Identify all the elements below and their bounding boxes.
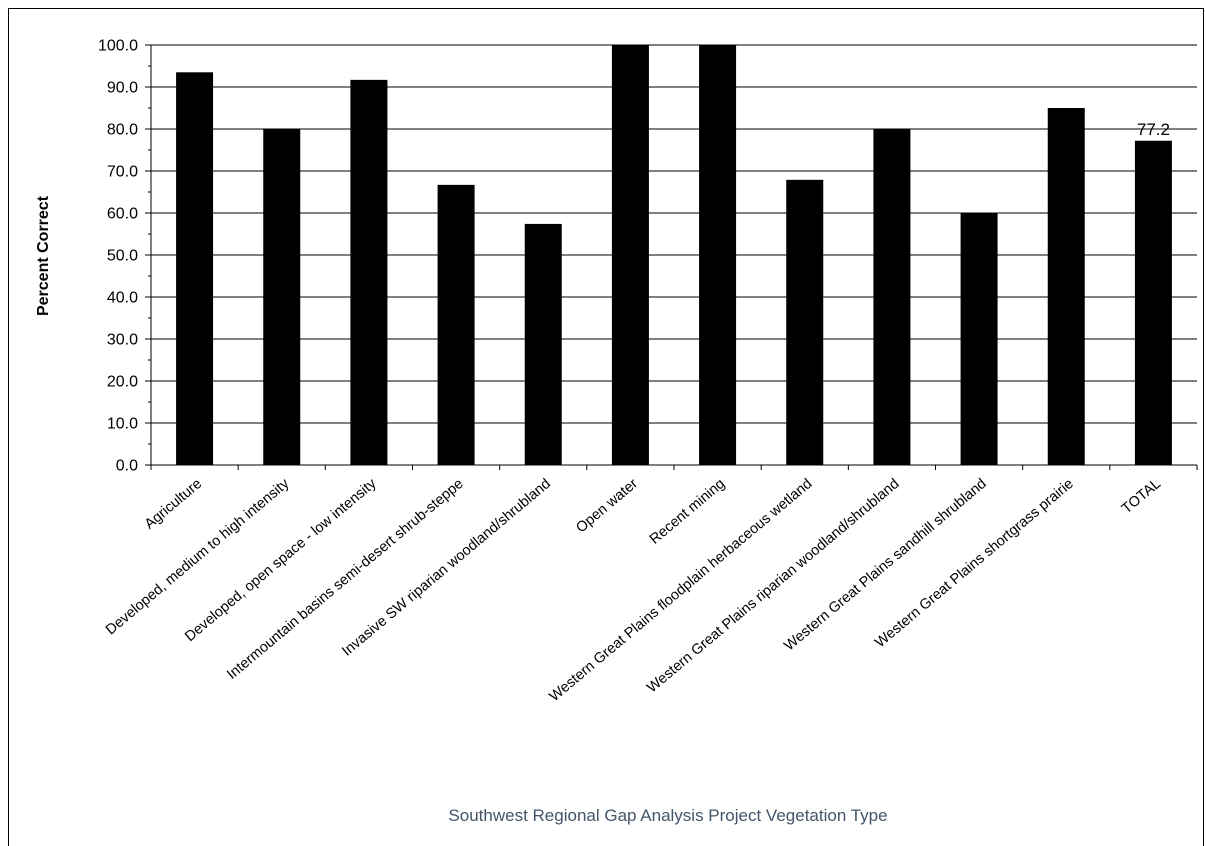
y-tick-label: 80.0: [107, 122, 138, 139]
axes: [145, 44, 1198, 470]
x-tick-label: Recent mining: [647, 476, 728, 548]
x-axis-title: Southwest Regional Gap Analysis Project …: [448, 806, 887, 825]
y-tick-label: 70.0: [107, 164, 138, 181]
y-tick-label: 0.0: [116, 458, 138, 475]
bar: [176, 72, 214, 466]
y-tick-label: 40.0: [107, 290, 138, 307]
bar: [437, 184, 475, 466]
gridlines: [151, 44, 1197, 424]
bar: [960, 213, 998, 465]
x-tick-label: Developed, medium to high intensity: [103, 475, 293, 638]
y-tick-label: 10.0: [107, 416, 138, 433]
y-axis-title: Percent Correct: [35, 195, 52, 316]
bar: [873, 129, 911, 465]
bar: [786, 179, 824, 465]
bar: [1134, 140, 1172, 465]
bar: [263, 129, 301, 465]
bar: [524, 223, 562, 465]
bars: [176, 45, 1172, 466]
y-tick-labels: 0.0 10.0 20.0 30.0 40.0 50.0 60.0 70.0 80.0 90.0 1…: [98, 38, 138, 475]
x-tick-label: Open water: [573, 476, 641, 537]
bar: [611, 45, 649, 465]
y-tick-label: 30.0: [107, 332, 138, 349]
y-tick-label: 50.0: [107, 248, 138, 265]
x-tick-label: Agriculture: [142, 476, 205, 533]
data-label: 77.2: [1137, 120, 1170, 139]
data-labels: 77.2: [1137, 120, 1170, 139]
bar: [1047, 108, 1085, 465]
y-tick-label: 60.0: [107, 206, 138, 223]
x-tick-label: TOTAL: [1119, 476, 1164, 517]
bar: [350, 79, 388, 466]
y-tick-label: 20.0: [107, 374, 138, 391]
y-tick-label: 100.0: [98, 38, 138, 55]
chart-frame: [8, 8, 1204, 846]
x-tick-label: Western Great Plains shortgrass prairie: [872, 476, 1077, 651]
y-tick-label: 90.0: [107, 80, 138, 97]
bar: [699, 45, 737, 465]
x-tick-label: Developed, open space - low intensity: [182, 475, 380, 645]
